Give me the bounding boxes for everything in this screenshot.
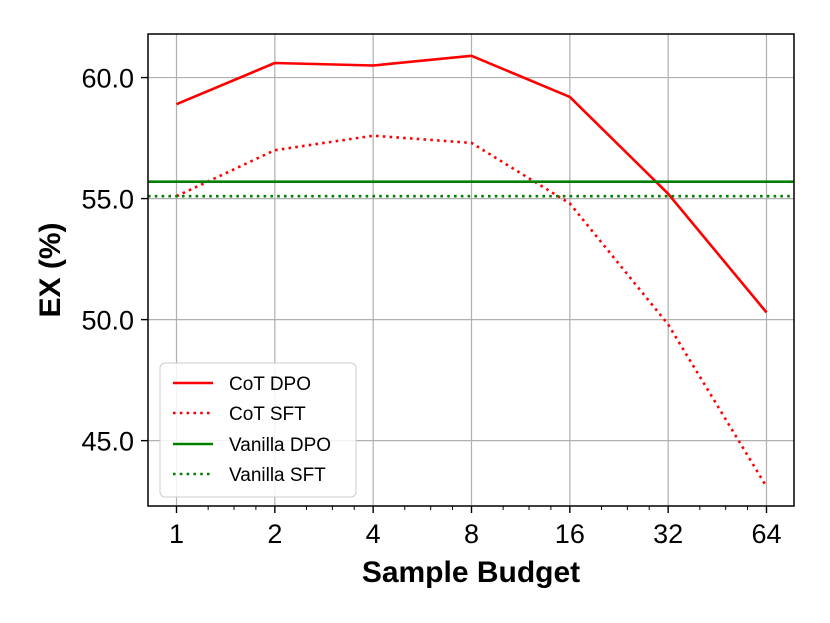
series-cot-sft bbox=[175, 134, 768, 488]
y-axis-title: EX (%) bbox=[34, 222, 67, 317]
y-tick-label: 55.0 bbox=[81, 185, 134, 215]
series-group bbox=[148, 54, 794, 488]
axis-ticks: 1 2 4 8 16 32 64 45.0 50.0 55.0 60.0 bbox=[81, 64, 781, 549]
y-tick-label: 60.0 bbox=[81, 64, 134, 94]
y-tick-label: 50.0 bbox=[81, 306, 134, 336]
legend-box bbox=[159, 362, 357, 498]
legend-label-cot-sft: CoT SFT bbox=[229, 404, 306, 425]
x-tick-label: 32 bbox=[653, 519, 683, 549]
x-tick-label: 16 bbox=[555, 519, 585, 549]
x-tick-label: 8 bbox=[464, 519, 479, 549]
legend: CoT DPO CoT SFT Vanilla DPO Vanilla SFT bbox=[159, 362, 357, 498]
x-tick-label: 64 bbox=[751, 519, 781, 549]
legend-label-cot-dpo: CoT DPO bbox=[229, 374, 311, 395]
legend-label-vanilla-sft: Vanilla SFT bbox=[229, 465, 326, 486]
x-tick-label: 4 bbox=[366, 519, 381, 549]
series-cot-dpo bbox=[175, 54, 768, 314]
x-axis-title: Sample Budget bbox=[362, 556, 580, 589]
y-tick-label: 45.0 bbox=[81, 427, 134, 457]
x-tick-label: 2 bbox=[267, 519, 282, 549]
legend-label-vanilla-dpo: Vanilla DPO bbox=[229, 435, 331, 456]
x-tick-label: 1 bbox=[169, 519, 184, 549]
